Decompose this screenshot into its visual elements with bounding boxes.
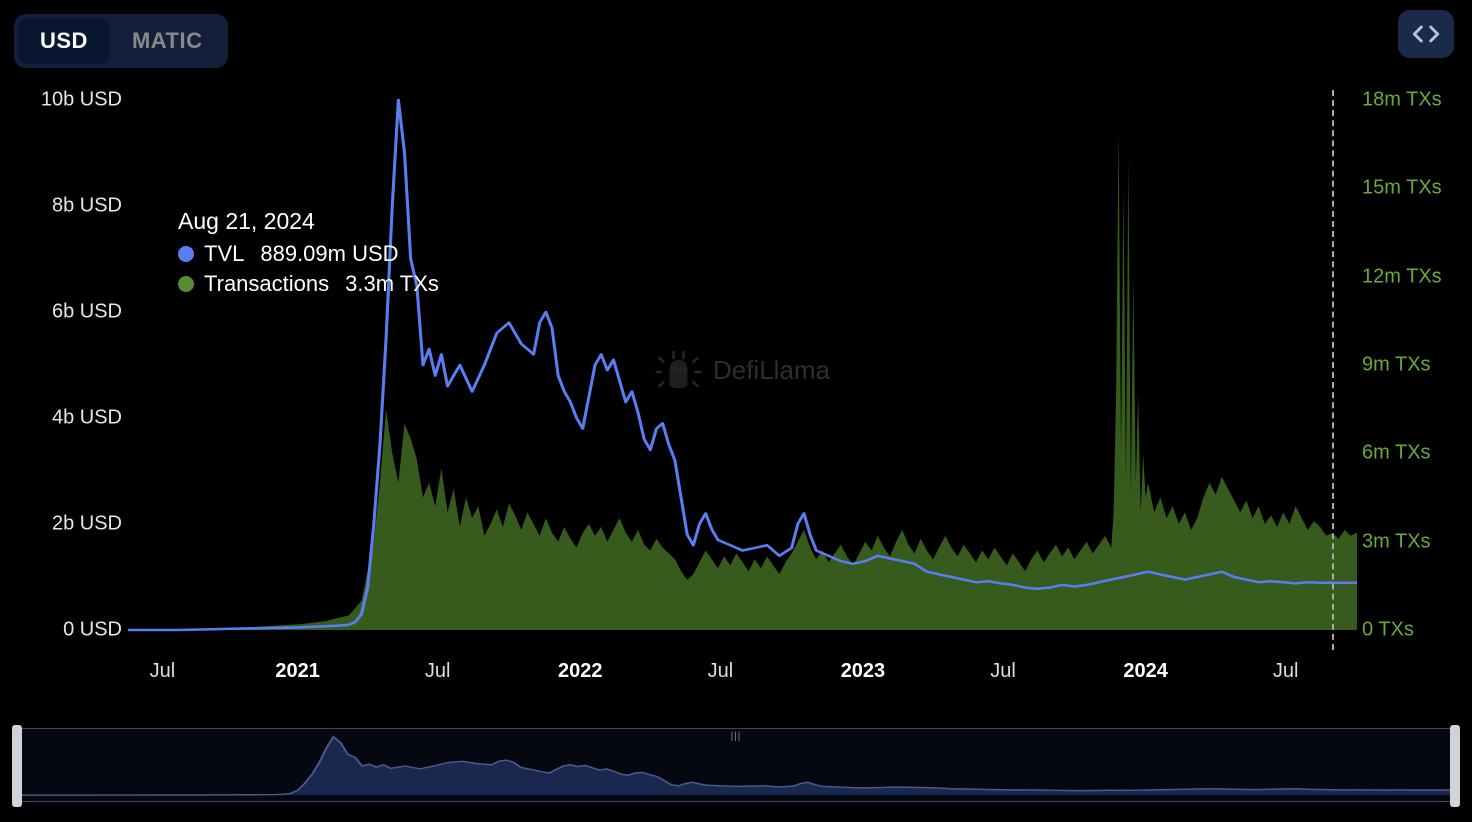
x-tick: Jul: [425, 660, 451, 683]
tvl-value: 889.09m USD: [260, 241, 398, 267]
currency-toggle: USD MATIC: [14, 14, 228, 68]
tooltip-date: Aug 21, 2024: [178, 208, 439, 235]
x-tick: 2023: [841, 660, 886, 683]
x-tick: 2022: [558, 660, 603, 683]
x-tick: Jul: [708, 660, 734, 683]
llama-icon: [655, 348, 703, 392]
y-right-tick: 3m TXs: [1362, 530, 1472, 553]
brush-handle-right[interactable]: [1450, 725, 1460, 807]
y-axis-right: 0 TXs 3m TXs 6m TXs 9m TXs 12m TXs 15m TXs 18m…: [1362, 90, 1472, 650]
chart-tooltip: Aug 21, 2024 TVL 889.09m USD Transaction…: [178, 208, 439, 297]
code-icon: [1412, 22, 1440, 46]
txs-label: Transactions: [204, 271, 329, 297]
brush-line: [17, 737, 1455, 795]
y-right-tick: 18m TXs: [1362, 89, 1472, 112]
tooltip-row-txs: Transactions 3.3m TXs: [178, 271, 439, 297]
watermark-text: DefiLlama: [713, 355, 830, 386]
y-left-tick: 2b USD: [0, 513, 122, 536]
time-range-brush[interactable]: |||: [16, 728, 1456, 802]
y-left-tick: 4b USD: [0, 407, 122, 430]
currency-toggle-usd[interactable]: USD: [18, 18, 110, 64]
x-tick: Jul: [150, 660, 176, 683]
x-tick: 2021: [275, 660, 320, 683]
y-left-tick: 0 USD: [0, 619, 122, 642]
x-axis: Jul 2021 Jul 2022 Jul 2023 Jul 2024 Jul: [128, 660, 1357, 690]
brush-handle-left[interactable]: [12, 725, 22, 807]
y-right-tick: 12m TXs: [1362, 265, 1472, 288]
watermark: DefiLlama: [655, 348, 830, 392]
y-left-tick: 10b USD: [0, 89, 122, 112]
embed-button[interactable]: [1398, 10, 1454, 58]
txs-value: 3.3m TXs: [345, 271, 439, 297]
y-left-tick: 8b USD: [0, 195, 122, 218]
y-axis-left: 0 USD 2b USD 4b USD 6b USD 8b USD 10b USD: [0, 90, 122, 650]
brush-grip-icon: |||: [731, 731, 742, 742]
y-right-tick: 15m TXs: [1362, 177, 1472, 200]
chart-plot[interactable]: DefiLlama: [128, 90, 1357, 650]
x-tick: Jul: [1273, 660, 1299, 683]
chart-cursor-line: [1332, 90, 1334, 650]
tooltip-row-tvl: TVL 889.09m USD: [178, 241, 439, 267]
tvl-label: TVL: [204, 241, 244, 267]
y-right-tick: 0 TXs: [1362, 619, 1472, 642]
y-left-tick: 6b USD: [0, 301, 122, 324]
chart-area: Aug 21, 2024 TVL 889.09m USD Transaction…: [0, 90, 1472, 710]
txs-color-dot: [178, 276, 194, 292]
x-tick: Jul: [990, 660, 1016, 683]
y-right-tick: 6m TXs: [1362, 442, 1472, 465]
currency-toggle-matic[interactable]: MATIC: [110, 18, 225, 64]
tvl-color-dot: [178, 246, 194, 262]
x-tick: 2024: [1123, 660, 1168, 683]
y-right-tick: 9m TXs: [1362, 354, 1472, 377]
